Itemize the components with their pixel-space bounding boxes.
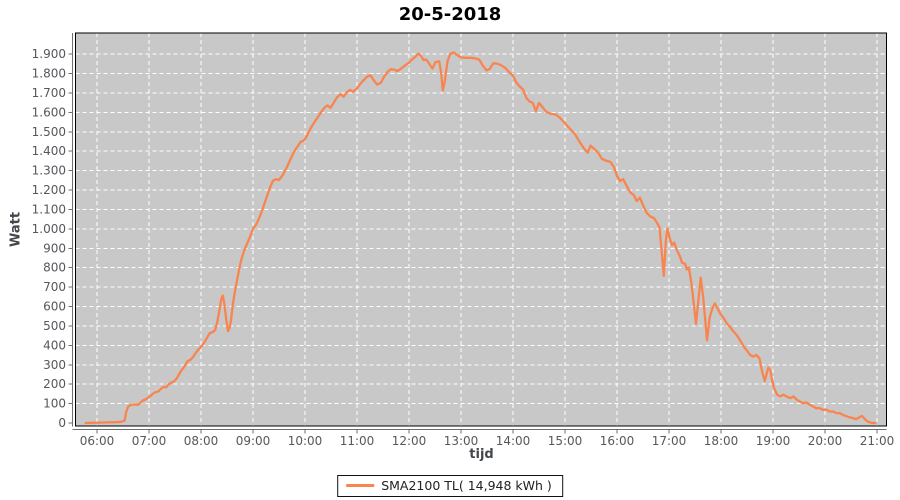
x-tick-label: 12:00 — [392, 434, 427, 448]
legend-line-swatch — [346, 484, 375, 487]
y-tick-label: 1.600 — [32, 105, 66, 119]
y-tick-label: 1.300 — [32, 164, 66, 178]
x-tick-label: 11:00 — [340, 434, 375, 448]
y-axis-title: Watt — [8, 211, 24, 248]
x-tick-label: 20:00 — [808, 434, 843, 448]
y-tick-label: 1.500 — [32, 125, 66, 139]
y-tick-label: 100 — [43, 397, 66, 411]
plot-area: 06:00 07:00 08:00 09:00 10:00 11:00 12:00 13:00… — [32, 32, 895, 448]
y-tick-label: 300 — [43, 358, 66, 372]
y-tick-label: 400 — [43, 338, 66, 352]
y-tick-label: 1.100 — [32, 202, 66, 216]
legend-label: SMA2100 TL( 14,948 kWh ) — [381, 478, 552, 493]
y-tick-label: 1.800 — [32, 67, 66, 81]
y-tick-label: 200 — [43, 377, 66, 391]
x-tick-label: 21:00 — [860, 434, 895, 448]
plot-border — [74, 32, 888, 427]
chart-title: 20-5-2018 — [398, 4, 502, 25]
legend: SMA2100 TL( 14,948 kWh ) — [337, 475, 563, 497]
x-tick-label: 08:00 — [184, 434, 219, 448]
x-tick-label: 19:00 — [756, 434, 791, 448]
x-tick-label: 09:00 — [236, 434, 271, 448]
x-tick-label: 10:00 — [288, 434, 323, 448]
y-tick-label: 1.700 — [32, 86, 66, 100]
x-tick-label: 18:00 — [704, 434, 739, 448]
x-tick-label: 13:00 — [444, 434, 479, 448]
y-tick-label: 500 — [43, 319, 66, 333]
x-tick-label: 14:00 — [496, 434, 531, 448]
x-tick-label: 17:00 — [652, 434, 687, 448]
y-tick-label: 1.400 — [32, 144, 66, 158]
y-tick-label: 900 — [43, 241, 66, 255]
x-axis-title: tijd — [469, 447, 494, 462]
y-tick-label: 700 — [43, 280, 66, 294]
x-tick-label: 06:00 — [80, 434, 115, 448]
y-tick-label: 800 — [43, 261, 66, 275]
x-tick-label: 07:00 — [132, 434, 167, 448]
y-tick-label: 1.200 — [32, 183, 66, 197]
series-line — [84, 51, 877, 425]
y-tick-label: 0 — [58, 416, 66, 430]
plot-background — [75, 33, 887, 426]
y-tick-label: 1.900 — [32, 47, 66, 61]
y-tick-label: 1.000 — [32, 222, 66, 236]
x-tick-label: 15:00 — [548, 434, 583, 448]
x-tick-label: 16:00 — [600, 434, 635, 448]
y-tick-label: 600 — [43, 300, 66, 314]
